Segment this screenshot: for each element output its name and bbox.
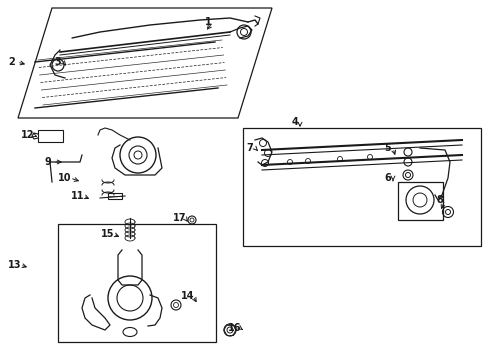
Text: 8: 8 <box>436 195 443 205</box>
Text: 11: 11 <box>71 191 84 201</box>
Text: 12: 12 <box>21 130 35 140</box>
Text: 3: 3 <box>55 57 61 67</box>
Bar <box>108 193 122 199</box>
Text: 4: 4 <box>291 117 298 127</box>
Text: 5: 5 <box>384 143 390 153</box>
Text: 17: 17 <box>173 213 186 223</box>
Text: 15: 15 <box>101 229 115 239</box>
Text: 9: 9 <box>44 157 51 167</box>
Text: 14: 14 <box>181 291 194 301</box>
Text: 10: 10 <box>58 173 72 183</box>
Text: 13: 13 <box>8 260 21 270</box>
Bar <box>58 224 216 342</box>
Text: 7: 7 <box>246 143 253 153</box>
Bar <box>38 130 63 142</box>
Text: 1: 1 <box>204 17 211 27</box>
Text: 16: 16 <box>228 323 241 333</box>
Bar <box>397 182 442 220</box>
Bar <box>243 128 480 246</box>
Text: 6: 6 <box>384 173 390 183</box>
Text: 2: 2 <box>9 57 15 67</box>
